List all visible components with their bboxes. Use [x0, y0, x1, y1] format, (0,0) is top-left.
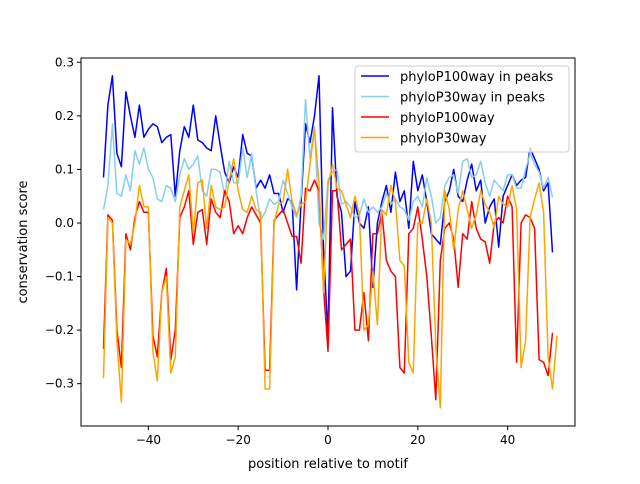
y-tick-label: 0.1 — [55, 162, 74, 176]
y-tick-label: 0.3 — [55, 55, 74, 69]
y-tick-label: −0.2 — [45, 323, 74, 337]
legend: phyloP100way in peaks phyloP30way in peak… — [354, 65, 570, 153]
x-tick-label: 0 — [324, 433, 332, 447]
y-tick-label: 0.2 — [55, 109, 74, 123]
x-tick-label: 20 — [410, 433, 425, 447]
series-line-3 — [102, 128, 558, 409]
y-tick-label: −0.1 — [45, 270, 74, 284]
x-tick-label: 40 — [500, 433, 515, 447]
x-tick-label: −40 — [136, 433, 161, 447]
legend-label: phyloP30way in peaks — [400, 91, 545, 106]
x-axis-label: position relative to motif — [248, 457, 408, 472]
legend-label: phyloP100way — [400, 111, 495, 126]
x-tick-label: −20 — [226, 433, 251, 447]
y-tick-label: 0.0 — [55, 216, 74, 230]
legend-box — [354, 65, 570, 153]
y-axis-label: conservation score — [16, 180, 31, 303]
y-tick-label: −0.3 — [45, 377, 74, 391]
series-line-1 — [102, 99, 554, 240]
legend-label: phyloP100way in peaks — [400, 70, 554, 85]
legend-label: phyloP30way — [400, 132, 487, 147]
